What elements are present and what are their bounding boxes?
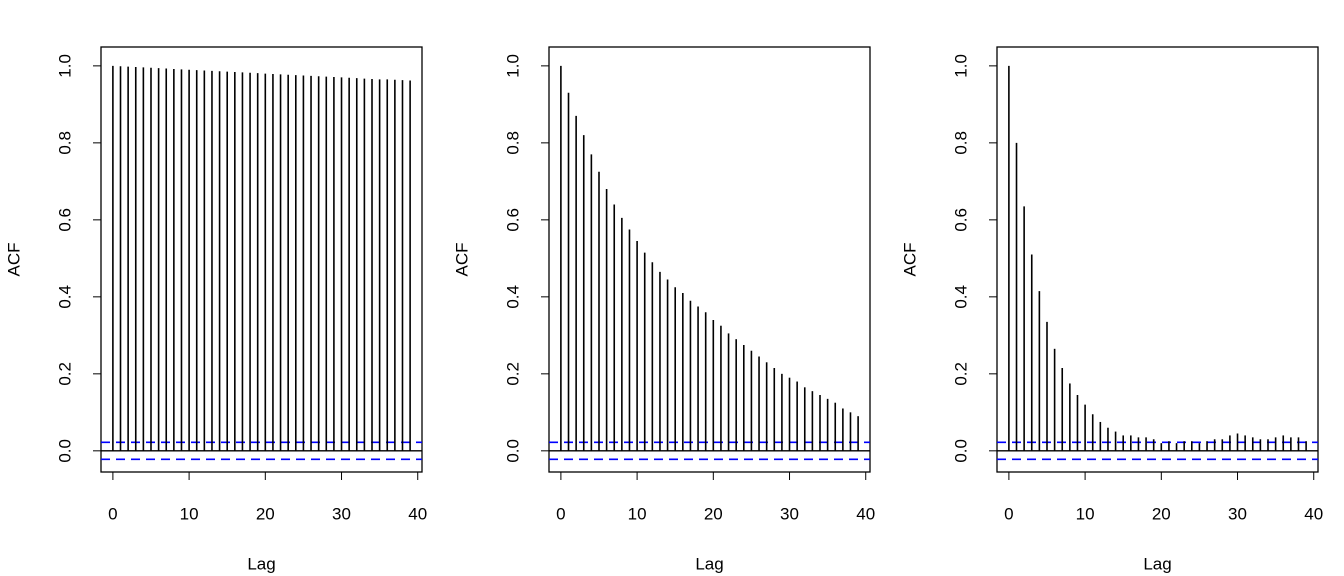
x-tick-label: 40 — [408, 504, 427, 523]
x-tick-label: 30 — [780, 504, 799, 523]
y-axis-label: ACF — [4, 243, 23, 277]
x-tick-label: 10 — [1076, 504, 1095, 523]
panel: 0 10 20 30 40 0.0 0.2 0.4 0.6 0.8 1.0 Lag ACF — [452, 46, 875, 573]
x-tick-label: 20 — [256, 504, 275, 523]
x-tick-label: 20 — [704, 504, 723, 523]
x-tick-label: 0 — [1004, 504, 1013, 523]
y-tick-label: 0.8 — [503, 131, 522, 155]
y-tick-label: 0.6 — [55, 208, 74, 232]
y-axis-label: ACF — [452, 243, 471, 277]
y-tick-label: 0.2 — [55, 362, 74, 386]
x-tick-label: 0 — [556, 504, 565, 523]
x-axis-label: Lag — [695, 554, 723, 573]
y-tick-label: 0.8 — [951, 131, 970, 155]
y-tick-label: 0.6 — [503, 208, 522, 232]
y-tick-label: 0.2 — [951, 362, 970, 386]
x-axis-label: Lag — [1143, 554, 1171, 573]
x-tick-label: 40 — [1304, 504, 1323, 523]
y-tick-label: 0.0 — [951, 439, 970, 463]
y-tick-label: 0.6 — [951, 208, 970, 232]
x-axis-label: Lag — [247, 554, 275, 573]
panel: 0 10 20 30 40 0.0 0.2 0.4 0.6 0.8 1.0 Lag ACF — [900, 46, 1323, 573]
x-tick-label: 30 — [332, 504, 351, 523]
y-tick-label: 1.0 — [503, 54, 522, 78]
y-axis-label: ACF — [900, 243, 919, 277]
y-tick-label: 0.4 — [951, 285, 970, 309]
plot-frame — [548, 46, 871, 473]
y-tick-label: 0.4 — [55, 285, 74, 309]
y-tick-label: 0.4 — [503, 285, 522, 309]
x-tick-label: 10 — [180, 504, 199, 523]
panel: 0 10 20 30 40 0.0 0.2 0.4 0.6 0.8 1.0 Lag ACF — [4, 46, 427, 573]
x-tick-label: 10 — [628, 504, 647, 523]
y-tick-label: 1.0 — [55, 54, 74, 78]
y-tick-label: 0.2 — [503, 362, 522, 386]
plot-frame — [100, 46, 423, 473]
y-tick-label: 0.8 — [55, 131, 74, 155]
x-tick-label: 20 — [1152, 504, 1171, 523]
x-tick-label: 0 — [108, 504, 117, 523]
y-tick-label: 0.0 — [55, 439, 74, 463]
x-tick-label: 40 — [856, 504, 875, 523]
plot-frame — [996, 46, 1319, 473]
y-tick-label: 0.0 — [503, 439, 522, 463]
y-tick-label: 1.0 — [951, 54, 970, 78]
x-tick-label: 30 — [1228, 504, 1247, 523]
